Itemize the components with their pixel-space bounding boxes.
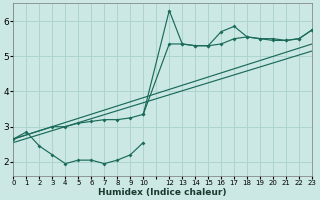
X-axis label: Humidex (Indice chaleur): Humidex (Indice chaleur) (99, 188, 227, 197)
